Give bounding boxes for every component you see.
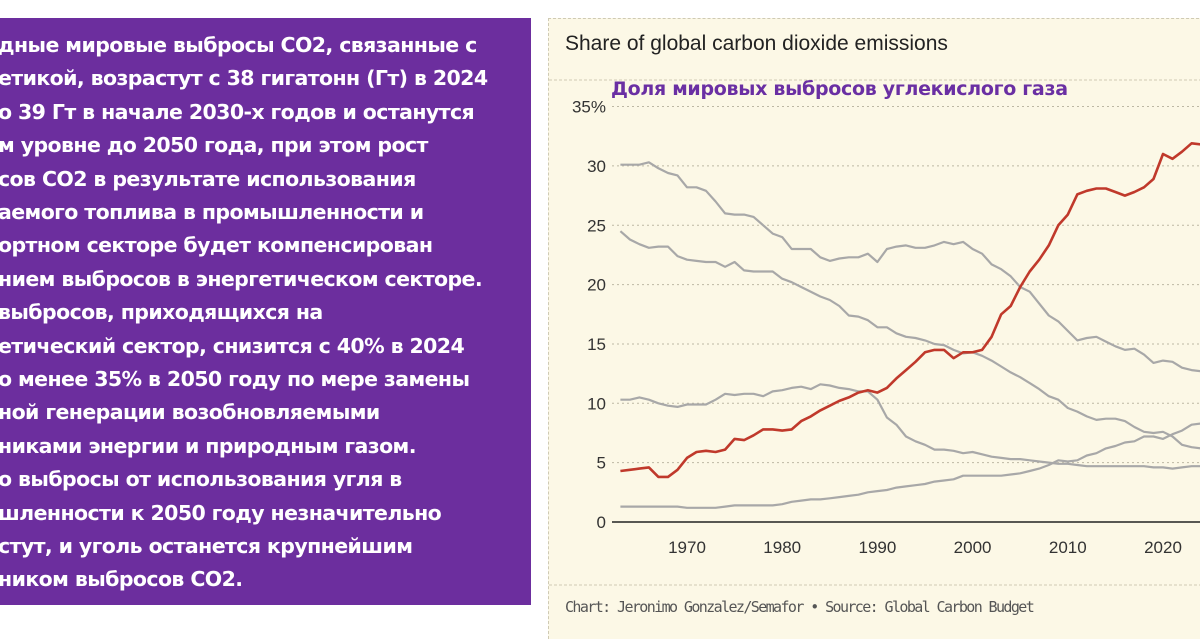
text-line: шленности к 2050 году незначительно: [0, 500, 442, 525]
series-line: [620, 383, 1200, 470]
y-tick-label: 5: [597, 454, 606, 473]
text-line: ной генерации возобновляемыми: [0, 400, 380, 425]
x-tick-label: 2000: [954, 538, 992, 557]
x-tick-label: 2010: [1049, 538, 1087, 557]
series-line: [620, 161, 1200, 373]
x-tick-label: 1990: [858, 538, 896, 557]
y-tick-label: 15: [587, 335, 606, 354]
y-tick-label: 10: [587, 394, 606, 413]
text-line: м уровне до 2050 года, при этом рост: [0, 133, 428, 158]
y-tick-label: 20: [587, 276, 606, 295]
text-line: дные мировые выбросы CO2, связанные с: [0, 33, 477, 57]
text-line: сов CO2 в результате использования: [0, 166, 416, 191]
y-tick-label: 30: [587, 157, 606, 176]
x-tick-label: 2020: [1144, 538, 1182, 557]
text-line: о 39 Гт в начале 2030-х годов и останутс…: [0, 99, 475, 124]
text-line: етический сектор, снизится с 40% в 2024: [0, 333, 465, 358]
text-line: ортном секторе будет компенсирован: [0, 233, 433, 258]
text-line: нием выбросов в энергетическом секторе.: [0, 266, 483, 291]
text-line: выбросов, приходящихся на: [0, 300, 323, 325]
text-line: стут, и уголь останется крупнейшим: [0, 534, 413, 558]
y-tick-label: 25: [587, 216, 606, 235]
y-tick-label: 0: [597, 513, 606, 532]
text-line: никами энергии и природным газом.: [0, 433, 417, 458]
chart-source-footer: Chart: Jeronimo Gonzalez/Semafor • Sourc…: [565, 598, 1035, 616]
text-line: ником выбросов CO2.: [0, 567, 243, 592]
chart-subtitle: Доля мировых выбросов углекислого газа: [611, 78, 1068, 100]
x-tick-label: 1970: [668, 538, 706, 557]
series-line: [619, 230, 1200, 450]
text-panel: дные мировые выбросы CO2, связанные с ети…: [0, 18, 531, 605]
chart-panel: [548, 18, 1200, 639]
text-line: о выбросы от использования угля в: [0, 467, 402, 492]
x-tick-label: 1980: [763, 538, 801, 557]
series-line: [620, 422, 1200, 509]
series-line-highlight: [620, 142, 1200, 479]
text-line: етикой, возрастут с 38 гигатонн (Гт) в 2…: [0, 66, 488, 91]
text-line: аемого топлива в промышленности и: [0, 200, 424, 224]
y-tick-label: 35%: [572, 98, 606, 117]
text-line: о менее 35% в 2050 году по мере замены: [0, 367, 470, 391]
chart-title: Share of global carbon dioxide emissions: [565, 32, 948, 55]
